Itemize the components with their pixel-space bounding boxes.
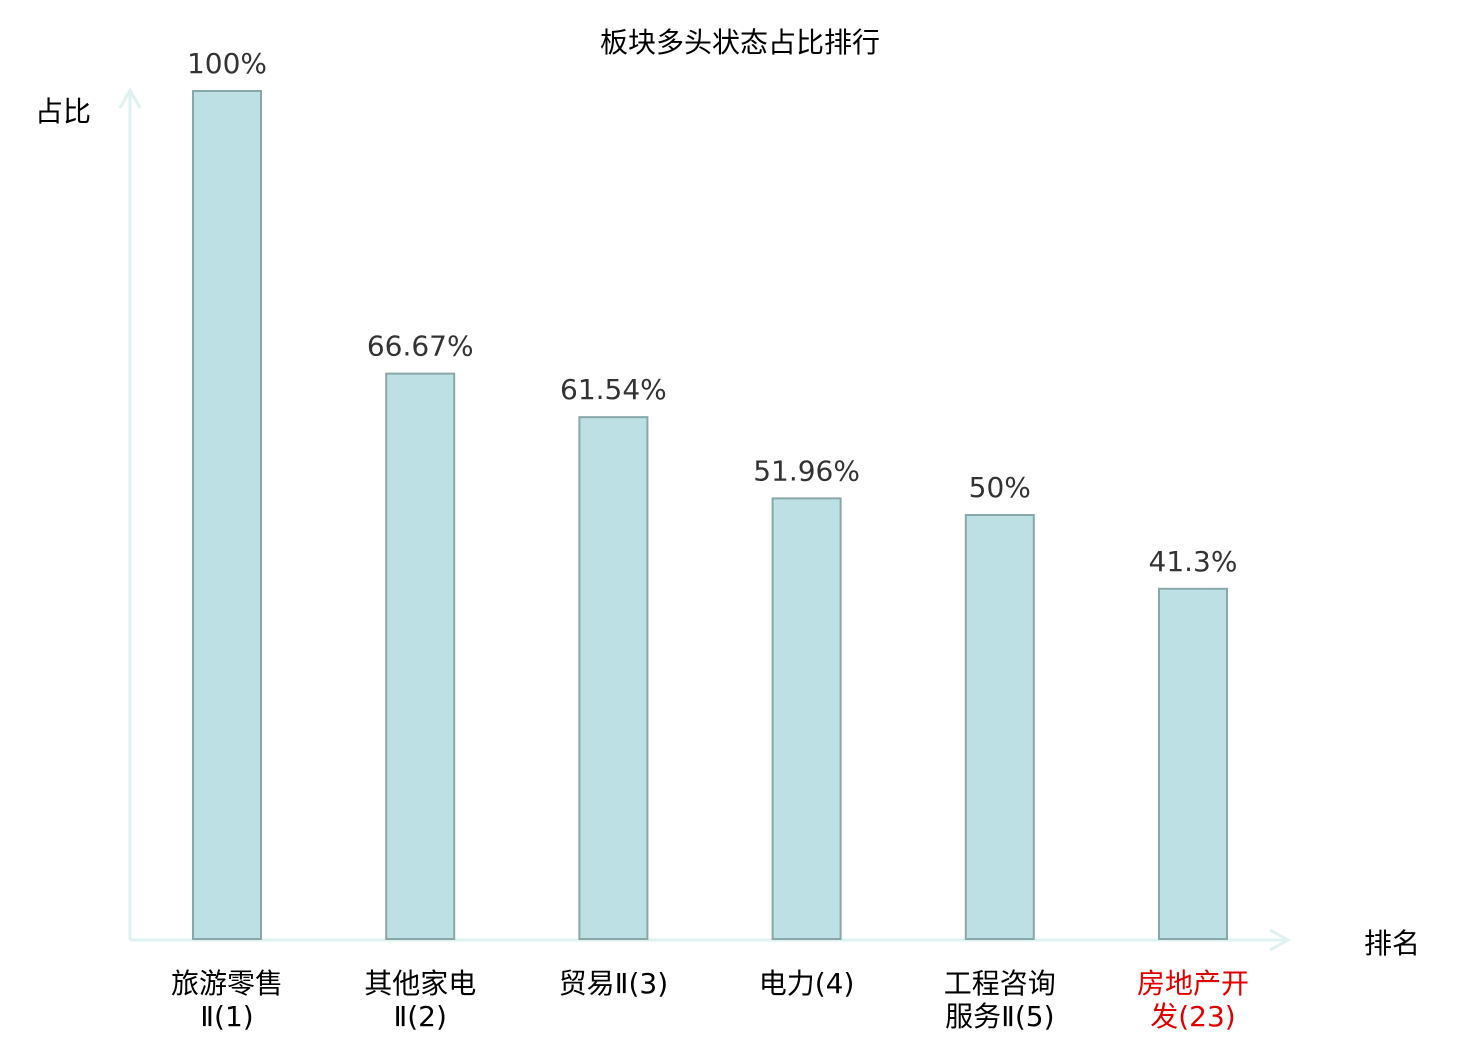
data-label: 50% — [969, 471, 1031, 504]
data-label: 100% — [187, 47, 267, 80]
data-label: 51.96% — [753, 454, 860, 487]
bar — [1158, 587, 1228, 940]
x-axis-label: 排名 — [1364, 927, 1420, 960]
bar — [192, 90, 262, 940]
y-axis-arrow — [118, 86, 142, 109]
x-tick-label: 房地产开发(23) — [1137, 967, 1249, 1033]
y-axis-label: 占比 — [35, 95, 91, 128]
x-tick-label: 电力(4) — [759, 967, 855, 1000]
x-axis-arrow — [1269, 928, 1292, 952]
data-label: 66.67% — [367, 330, 474, 363]
bar — [578, 416, 649, 940]
bar — [385, 372, 456, 940]
data-label: 41.3% — [1149, 545, 1238, 578]
data-label: 61.54% — [560, 373, 667, 406]
bar — [964, 514, 1035, 940]
x-tick-label: 其他家电 Ⅱ(2) — [364, 967, 476, 1033]
bars: 100% 旅游零售 Ⅱ(1) 66.67% 其他家电 Ⅱ(2) 61.54% 贸易Ⅱ(3) 51… — [171, 47, 1249, 1033]
x-tick-label: 旅游零售 Ⅱ(1) — [171, 967, 283, 1033]
x-tick-label: 贸易Ⅱ(3) — [559, 967, 668, 1000]
axes — [118, 86, 1292, 952]
bar — [771, 497, 842, 940]
x-tick-label: 工程咨询服务Ⅱ(5) — [944, 967, 1056, 1033]
chart-title: 板块多头状态占比排行 — [600, 26, 880, 59]
